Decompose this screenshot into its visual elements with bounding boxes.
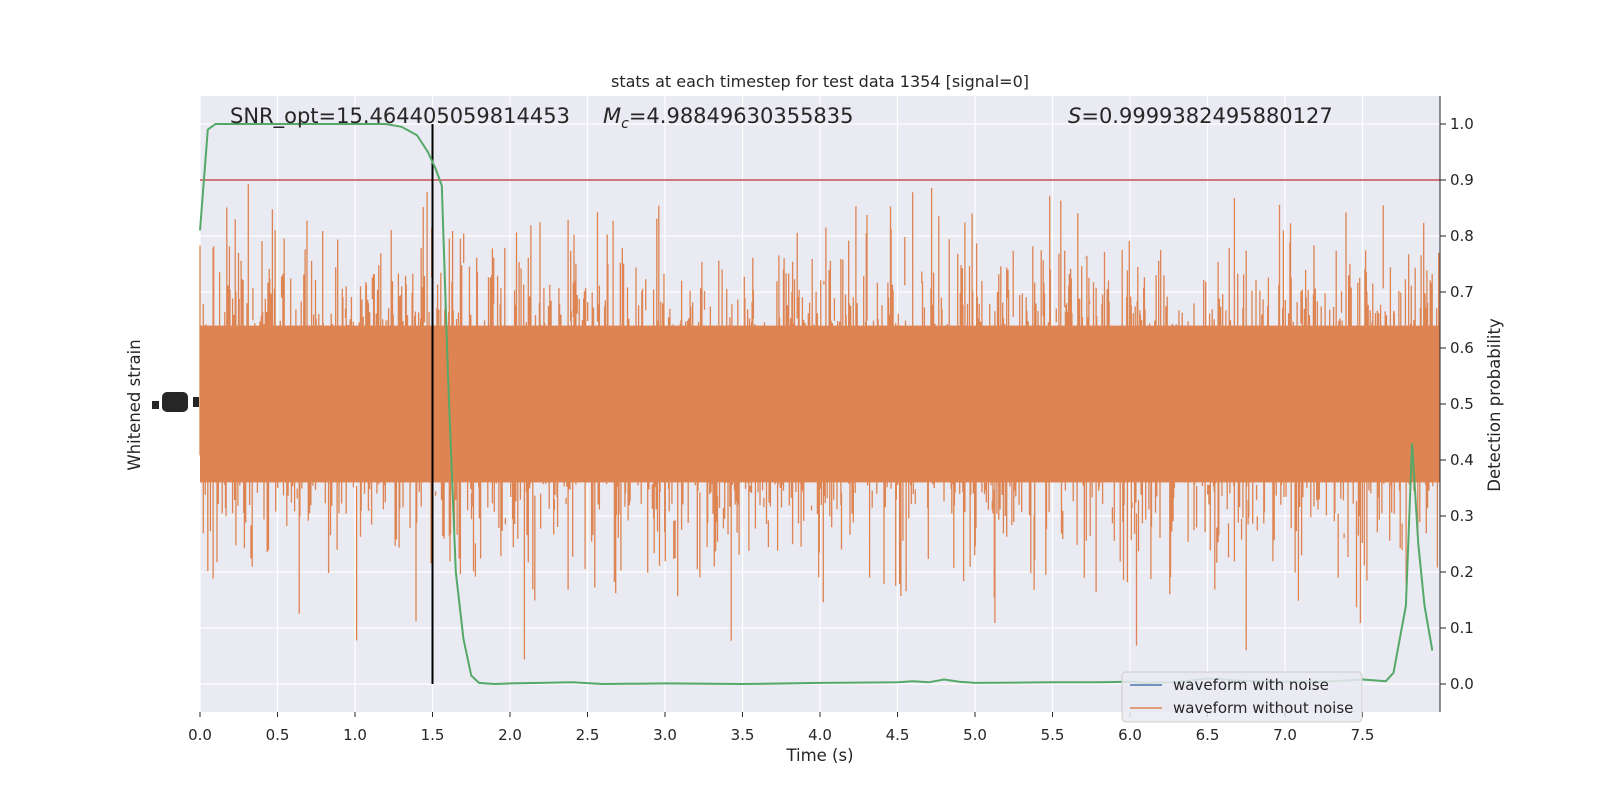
x-tick-label: 3.0 bbox=[653, 726, 677, 744]
snr-annotation: SNR_opt=15.464405059814453 bbox=[230, 104, 570, 129]
left-tick-blob bbox=[162, 392, 188, 412]
x-tick-label: 7.0 bbox=[1273, 726, 1297, 744]
y-tick-label: 0.3 bbox=[1450, 507, 1474, 525]
left-axis-tick-cluster bbox=[152, 392, 199, 412]
chirp-mass-value: =4.98849630355835 bbox=[629, 104, 854, 128]
x-tick-label: 1.5 bbox=[421, 726, 445, 744]
y-tick-label: 1.0 bbox=[1450, 115, 1474, 133]
x-tick-label: 5.0 bbox=[963, 726, 987, 744]
legend: waveform with noise waveform without noi… bbox=[1121, 671, 1363, 723]
chart-title: stats at each timestep for test data 135… bbox=[611, 72, 1029, 91]
right-axis-label: Detection probability bbox=[1485, 318, 1504, 492]
noise-waveform-series bbox=[199, 184, 1440, 660]
x-tick-label: 1.0 bbox=[343, 726, 367, 744]
x-tick-label: 3.5 bbox=[731, 726, 755, 744]
x-tick-label: 0.5 bbox=[266, 726, 290, 744]
left-tick-mark bbox=[193, 397, 199, 407]
x-axis-ticks: 0.0 0.5 1.0 1.5 2.0 2.5 3.0 3.5 4.0 4.5 5.0 5.5 6.0 6… bbox=[188, 712, 1374, 744]
y-tick-label: 0.8 bbox=[1450, 227, 1474, 245]
s-value: =0.9999382495880127 bbox=[1081, 104, 1332, 128]
y-tick-label: 0.7 bbox=[1450, 283, 1474, 301]
y-tick-label: 0.2 bbox=[1450, 563, 1474, 581]
legend-with-noise-label: waveform with noise bbox=[1173, 676, 1329, 694]
noise-waveform-path bbox=[199, 184, 1440, 660]
x-tick-label: 6.0 bbox=[1118, 726, 1142, 744]
s-annotation: S=0.9999382495880127 bbox=[1068, 104, 1333, 128]
chirp-mass-symbol: M bbox=[603, 104, 621, 128]
legend-box bbox=[1121, 671, 1363, 723]
x-axis-label: Time (s) bbox=[785, 746, 853, 765]
x-tick-label: 0.0 bbox=[188, 726, 212, 744]
left-axis-label: Whitened strain bbox=[125, 339, 144, 470]
x-tick-label: 4.0 bbox=[808, 726, 832, 744]
right-y-axis-ticks: 0.0 0.1 0.2 0.3 0.4 0.5 0.6 0.7 0.8 0.9 1.0 bbox=[1440, 115, 1474, 693]
x-tick-label: 2.5 bbox=[576, 726, 600, 744]
x-tick-label: 5.5 bbox=[1041, 726, 1065, 744]
x-tick-label: 2.0 bbox=[498, 726, 522, 744]
y-tick-label: 0.4 bbox=[1450, 451, 1474, 469]
y-tick-label: 0.5 bbox=[1450, 395, 1474, 413]
s-symbol: S bbox=[1068, 104, 1081, 128]
x-tick-label: 4.5 bbox=[886, 726, 910, 744]
chirp-mass-annotation: Mc=4.98849630355835 bbox=[603, 104, 854, 132]
y-tick-label: 0.1 bbox=[1450, 619, 1474, 637]
chirp-mass-subscript: c bbox=[621, 116, 629, 132]
left-tick-blob bbox=[152, 401, 159, 409]
legend-without-noise-label: waveform without noise bbox=[1173, 699, 1353, 717]
y-tick-label: 0.6 bbox=[1450, 339, 1474, 357]
y-tick-label: 0.9 bbox=[1450, 171, 1474, 189]
y-tick-label: 0.0 bbox=[1450, 675, 1474, 693]
x-tick-label: 6.5 bbox=[1196, 726, 1220, 744]
x-tick-label: 7.5 bbox=[1351, 726, 1375, 744]
